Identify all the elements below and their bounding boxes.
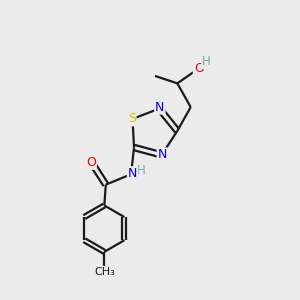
Text: O: O xyxy=(194,62,204,75)
Text: CH₃: CH₃ xyxy=(94,267,115,277)
Text: H: H xyxy=(202,55,211,68)
Text: O: O xyxy=(86,156,96,169)
Text: H: H xyxy=(137,164,146,177)
Text: N: N xyxy=(128,167,137,180)
Text: S: S xyxy=(128,112,136,125)
Text: N: N xyxy=(158,148,167,161)
Text: N: N xyxy=(155,100,165,114)
